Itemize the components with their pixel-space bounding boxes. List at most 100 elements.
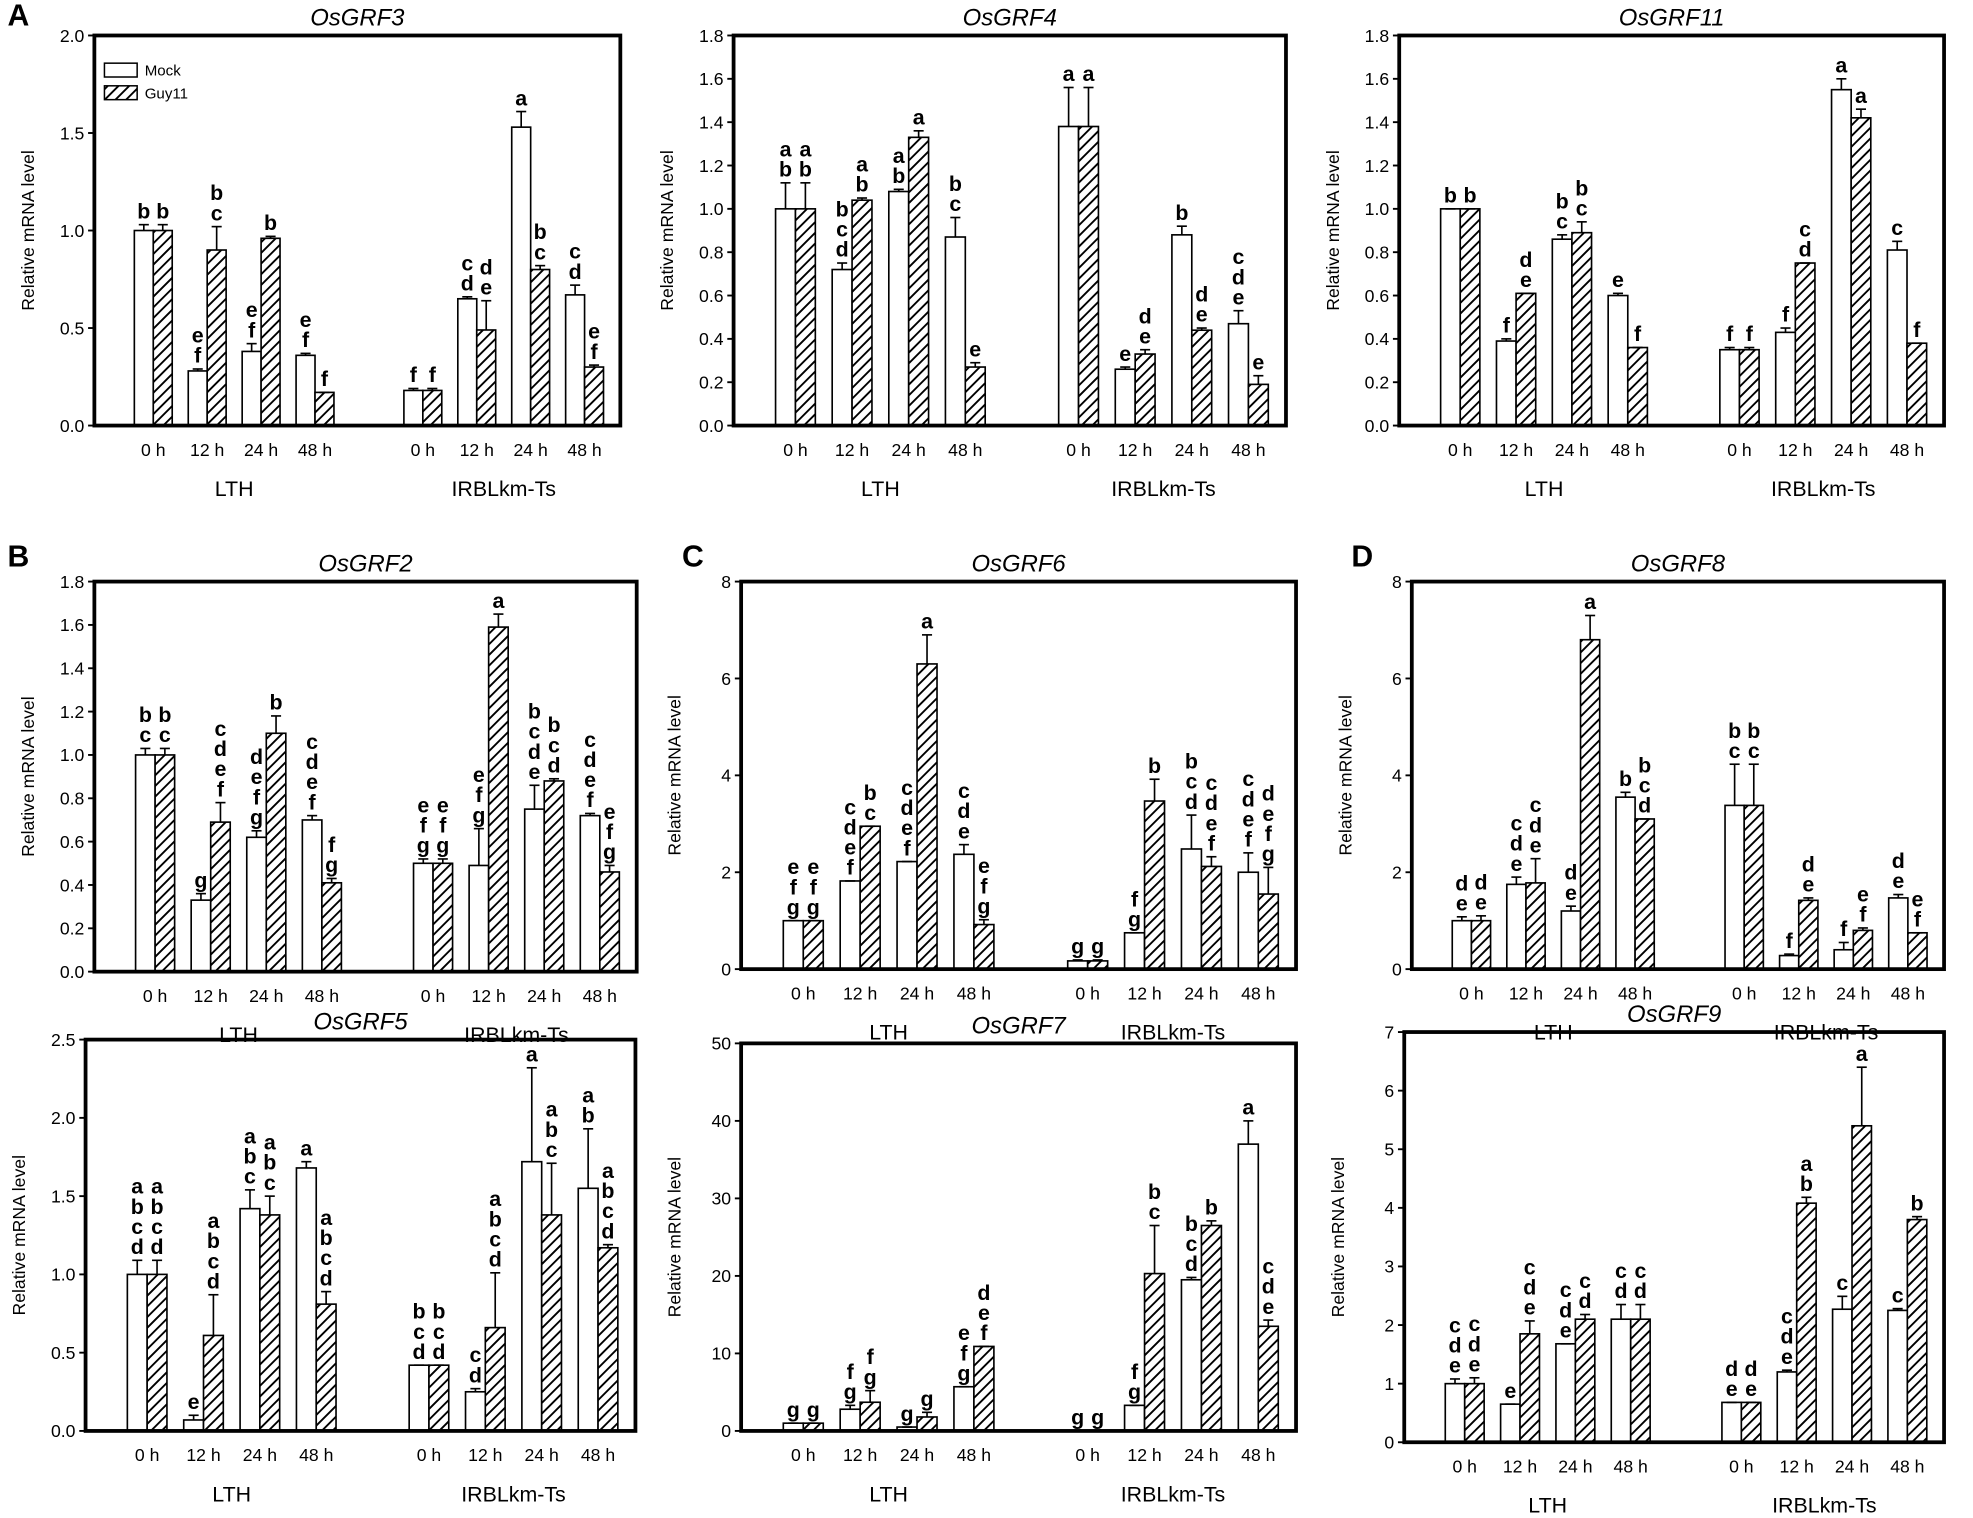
x-tick-label: 48 h xyxy=(1241,983,1275,1003)
x-tick-label: 0 h xyxy=(791,983,815,1003)
y-tick-label: 1.0 xyxy=(60,221,85,241)
y-tick-label: 1.5 xyxy=(51,1186,76,1206)
bar xyxy=(543,780,565,973)
significance-letter: f xyxy=(253,785,261,809)
significance-letter: d xyxy=(1614,1279,1627,1303)
x-tick-label: 24 h xyxy=(1558,1456,1592,1476)
bar xyxy=(579,814,601,973)
significance-letter: a xyxy=(602,1159,615,1183)
y-tick-label: 2 xyxy=(1392,863,1402,883)
significance-letter: b xyxy=(139,703,152,727)
significance-letter: e xyxy=(969,337,981,361)
plot-frame xyxy=(1402,1030,1946,1445)
significance-letter: b xyxy=(1464,184,1477,208)
significance-letter: c xyxy=(1149,1200,1161,1224)
bar xyxy=(403,389,424,427)
x-tick-label: 12 h xyxy=(1778,440,1812,460)
y-tick-label: 0.0 xyxy=(60,416,85,436)
significance-letter: a xyxy=(1855,84,1868,108)
significance-letter: b xyxy=(243,1144,256,1168)
significance-letter: d xyxy=(461,272,474,296)
significance-letter: d xyxy=(1523,1276,1536,1300)
bar xyxy=(831,268,853,427)
bar xyxy=(1114,368,1136,427)
significance-letter: c xyxy=(159,723,171,747)
bar xyxy=(1470,919,1492,970)
bar xyxy=(1830,88,1852,427)
y-tick-label: 0.5 xyxy=(51,1343,76,1363)
bar xyxy=(774,208,797,427)
significance-letter: a xyxy=(131,1175,144,1199)
significance-letter: c xyxy=(1205,771,1217,795)
significance-letter: a xyxy=(1242,1096,1255,1120)
bar xyxy=(321,881,343,973)
significance-letter: c xyxy=(1233,245,1245,269)
y-tick-label: 0.8 xyxy=(60,789,85,809)
significance-letter: e xyxy=(529,760,541,784)
significance-letter: f xyxy=(1634,322,1642,346)
chart-title: OsGRF5 xyxy=(313,1009,408,1036)
significance-letter: e xyxy=(437,793,449,817)
significance-letter: b xyxy=(1619,767,1632,791)
significance-letter: d xyxy=(836,238,849,262)
significance-letter: c xyxy=(602,1199,614,1223)
group-label: IRBLkm-Ts xyxy=(1121,1482,1226,1506)
significance-letter: d xyxy=(1564,861,1577,885)
significance-letter: d xyxy=(1802,852,1815,876)
bar xyxy=(1615,796,1636,970)
y-tick-label: 1.4 xyxy=(60,659,85,679)
significance-letter: g xyxy=(920,1387,933,1411)
significance-letter: b xyxy=(547,713,560,737)
bar xyxy=(1738,348,1760,427)
significance-letter: e xyxy=(306,770,318,794)
significance-letter: f xyxy=(1131,1360,1139,1384)
x-tick-label: 24 h xyxy=(249,986,283,1006)
significance-letter: b xyxy=(545,1118,558,1142)
significance-letter: g xyxy=(194,868,207,892)
chart-title: OsGRF4 xyxy=(963,4,1057,31)
bar xyxy=(1190,329,1213,427)
significance-letter: d xyxy=(1195,283,1208,307)
significance-letter: b xyxy=(158,703,171,727)
significance-letter: d xyxy=(1474,870,1487,894)
x-tick-label: 0 h xyxy=(783,440,807,460)
significance-letter: e xyxy=(1560,1319,1572,1343)
significance-letter: c xyxy=(1836,1271,1848,1295)
bar xyxy=(1257,893,1280,970)
x-tick-label: 48 h xyxy=(1611,440,1645,460)
y-tick-label: 1.0 xyxy=(699,199,724,219)
x-tick-label: 12 h xyxy=(1499,440,1533,460)
significance-letter: g xyxy=(901,1402,914,1426)
group-label: LTH xyxy=(1525,477,1564,501)
y-tick-label: 40 xyxy=(711,1111,731,1131)
significance-letter: c xyxy=(836,218,848,242)
y-axis-label: Relative mRNA level xyxy=(657,150,677,311)
bar xyxy=(1463,1382,1485,1444)
significance-letter: g xyxy=(417,834,430,858)
significance-letter: g xyxy=(1128,908,1141,932)
x-tick-label: 48 h xyxy=(583,986,617,1006)
significance-letter: c xyxy=(1468,1312,1480,1336)
significance-letter: g xyxy=(807,895,820,919)
x-tick-label: 12 h xyxy=(190,440,224,460)
x-tick-label: 24 h xyxy=(1184,983,1218,1003)
significance-letter: e xyxy=(215,757,227,781)
significance-letter: c xyxy=(569,240,581,264)
significance-letter: e xyxy=(1612,268,1624,292)
x-tick-label: 48 h xyxy=(1241,1445,1275,1465)
panel-label: C xyxy=(682,540,704,573)
significance-letter: c xyxy=(1185,770,1197,794)
x-tick-label: 48 h xyxy=(957,983,991,1003)
y-tick-label: 5 xyxy=(1384,1140,1394,1160)
significance-letter: c xyxy=(1185,1232,1197,1256)
significance-letter: d xyxy=(1468,1332,1481,1356)
significance-letter: d xyxy=(1529,813,1542,837)
significance-letter: e xyxy=(1242,807,1254,831)
significance-letter: c xyxy=(1449,1313,1461,1337)
x-tick-label: 12 h xyxy=(1127,1445,1161,1465)
significance-letter: c xyxy=(207,1249,219,1273)
legend-label: Guy11 xyxy=(145,85,188,102)
significance-letter: e xyxy=(1781,1345,1793,1369)
x-tick-label: 12 h xyxy=(1118,440,1152,460)
plot-frame xyxy=(731,33,1288,428)
